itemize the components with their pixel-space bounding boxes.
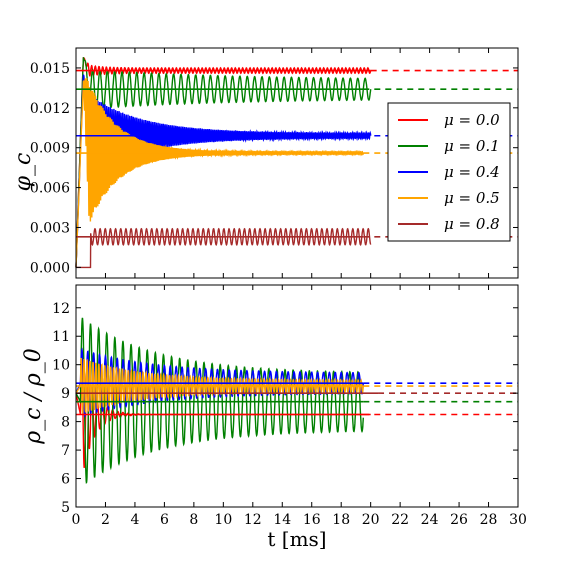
bottom-x-tick-label: 2 bbox=[101, 512, 110, 528]
top-plot-frame bbox=[75, 47, 519, 279]
bottom-x-tick-label: 22 bbox=[391, 512, 409, 528]
top-y-axis-label: φ_c bbox=[11, 153, 36, 192]
bottom-y-tick-label: 12 bbox=[52, 301, 70, 317]
bottom-y-tick-label: 6 bbox=[61, 472, 70, 488]
bottom-x-tick-label: 30 bbox=[509, 512, 527, 528]
legend-label: μ = 0.4 bbox=[444, 163, 500, 181]
bottom-y-tick-label: 8 bbox=[61, 415, 70, 431]
bottom-y-tick-label: 10 bbox=[52, 358, 70, 374]
bottom-x-tick-label: 18 bbox=[332, 512, 350, 528]
top-y-tick-label: 0.006 bbox=[30, 181, 70, 197]
top-y-tick-label: 0.009 bbox=[30, 141, 70, 157]
bottom-x-tick-label: 6 bbox=[160, 512, 169, 528]
legend-label: μ = 0.0 bbox=[444, 111, 500, 129]
top-tick-group: 0.000 0.003 0.006 0.009 0.012 0.015 bbox=[30, 48, 519, 278]
bottom-x-tick-label: 26 bbox=[450, 512, 468, 528]
top-y-tick-label: 0.012 bbox=[30, 101, 70, 117]
legend-label: μ = 0.1 bbox=[444, 137, 500, 155]
bottom-x-tick-label: 28 bbox=[480, 512, 498, 528]
bottom-y-tick-label: 7 bbox=[61, 443, 70, 459]
bottom-x-tick-label: 4 bbox=[130, 512, 139, 528]
bottom-x-tick-label: 10 bbox=[214, 512, 232, 528]
bottom-series-group bbox=[75, 317, 378, 484]
top-panel: 0.000 0.003 0.006 0.009 0.012 0.015 φ_c μ = 0… bbox=[11, 47, 519, 279]
legend-label: μ = 0.5 bbox=[444, 189, 500, 207]
bottom-x-tick-label: 20 bbox=[362, 512, 380, 528]
bottom-x-tick-label: 24 bbox=[421, 512, 439, 528]
bottom-plot-frame bbox=[75, 284, 519, 508]
x-axis-label: t [ms] bbox=[267, 527, 326, 551]
bottom-x-tick-label: 0 bbox=[72, 512, 81, 528]
legend: μ = 0.0 μ = 0.1 μ = 0.4 μ = 0.5 μ = 0.8 bbox=[387, 102, 511, 242]
bottom-x-tick-label: 12 bbox=[244, 512, 262, 528]
bottom-y-tick-label: 9 bbox=[61, 386, 70, 402]
bottom-x-tick-label: 16 bbox=[303, 512, 321, 528]
bottom-x-tick-label: 8 bbox=[189, 512, 198, 528]
legend-items: μ = 0.0 μ = 0.1 μ = 0.4 μ = 0.5 μ = 0.8 bbox=[398, 111, 500, 233]
bottom-y-tick-label: 5 bbox=[61, 500, 70, 516]
top-y-tick-label: 0.000 bbox=[30, 260, 70, 276]
bottom-y-tick-label: 11 bbox=[52, 329, 70, 345]
top-series-line bbox=[76, 227, 372, 269]
top-y-tick-label: 0.003 bbox=[30, 220, 70, 236]
top-y-tick-label: 0.015 bbox=[30, 61, 70, 77]
bottom-y-axis-label: ρ_c / ρ_0 bbox=[21, 348, 46, 445]
bottom-x-tick-label: 14 bbox=[273, 512, 291, 528]
bottom-reference-lines bbox=[76, 382, 518, 416]
legend-label: μ = 0.8 bbox=[444, 215, 500, 233]
